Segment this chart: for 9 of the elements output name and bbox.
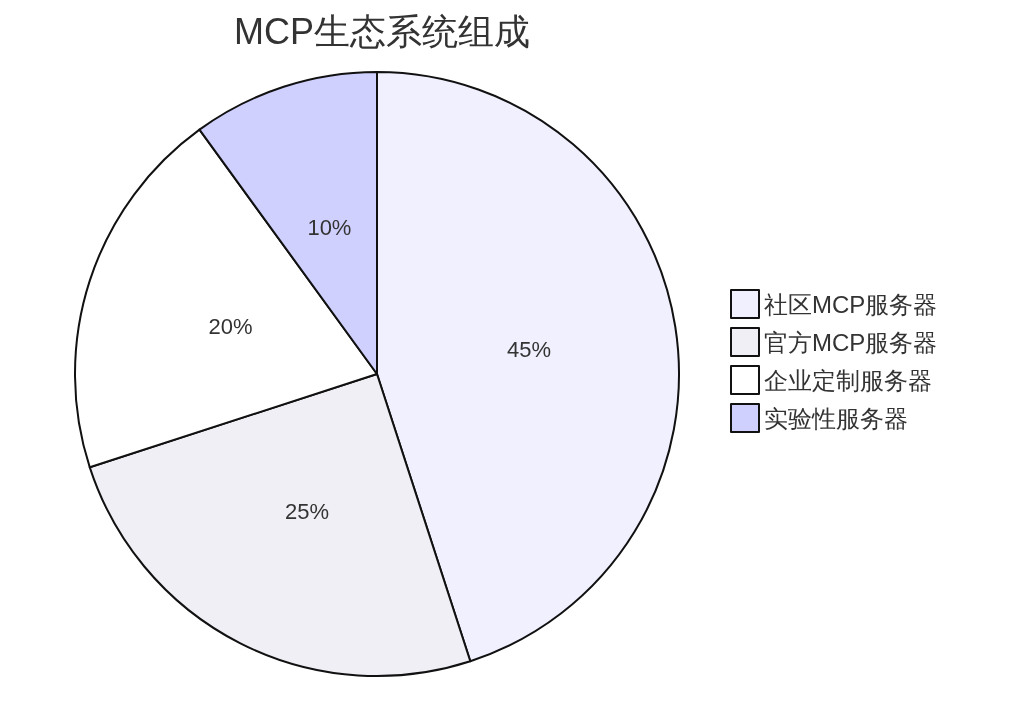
chart-title: MCP生态系统组成 <box>234 10 530 52</box>
data-label: 10% <box>307 215 352 241</box>
legend-label: 企业定制服务器 <box>764 366 932 394</box>
legend-label: 实验性服务器 <box>764 404 908 432</box>
data-label: 25% <box>285 498 330 524</box>
data-label: 45% <box>507 337 552 363</box>
legend-label: 社区MCP服务器 <box>764 290 938 318</box>
data-label: 20% <box>208 313 253 339</box>
legend-label: 官方MCP服务器 <box>764 328 938 356</box>
